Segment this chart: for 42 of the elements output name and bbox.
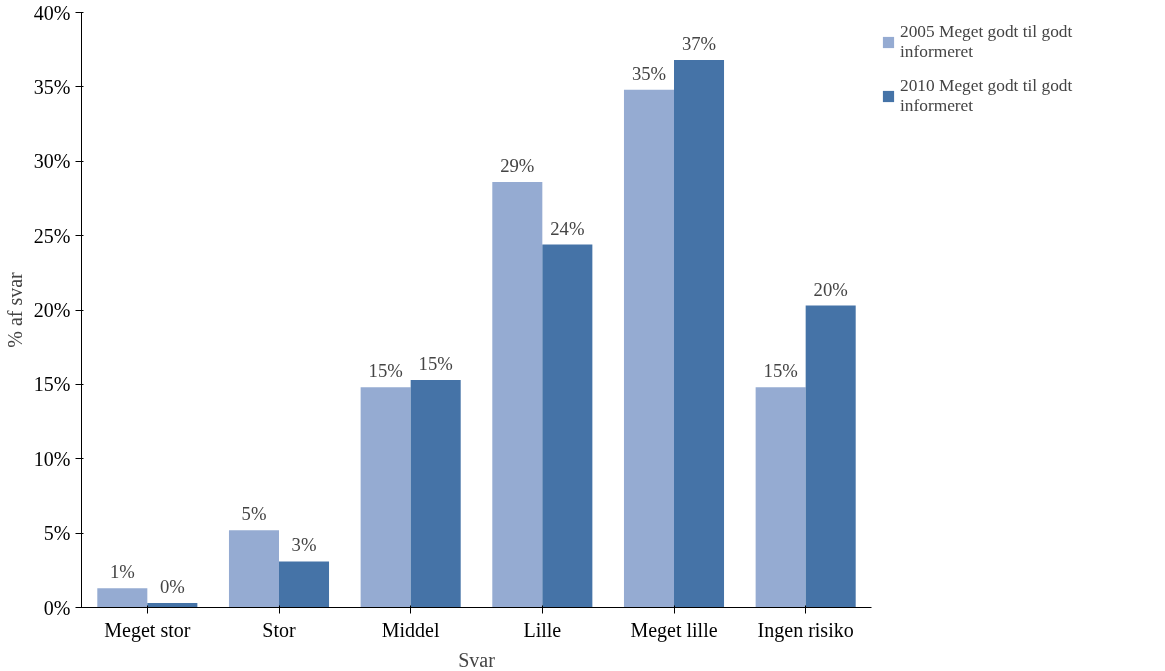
- data-label: 15%: [763, 360, 798, 382]
- legend-label: 2010 Meget godt til godt informeret: [900, 76, 1073, 116]
- data-label: 37%: [681, 33, 717, 55]
- y-tick-label: 40%: [33, 1, 71, 24]
- bar: [360, 387, 411, 608]
- bar: [755, 387, 806, 608]
- data-label: 15%: [368, 360, 403, 382]
- bar: [542, 244, 593, 608]
- y-tick-label: 0%: [43, 596, 71, 619]
- y-tick-label: 25%: [33, 224, 71, 247]
- bar: [410, 379, 461, 608]
- x-axis-title: Svar: [458, 648, 496, 671]
- bar: [805, 305, 856, 608]
- x-tick-label: Meget stor: [104, 618, 191, 642]
- data-label: 35%: [631, 62, 667, 84]
- bar: [623, 89, 674, 608]
- x-tick-label: Meget lille: [630, 618, 718, 642]
- x-tick-label: Ingen risiko: [757, 618, 854, 642]
- y-tick-label: 30%: [33, 150, 71, 173]
- data-label: 3%: [291, 534, 317, 556]
- data-label: 1%: [109, 561, 135, 583]
- data-label: 5%: [241, 503, 267, 525]
- x-tick-label: Stor: [262, 618, 297, 641]
- y-tick-label: 5%: [43, 522, 71, 545]
- bar: [674, 60, 725, 608]
- x-tick-label: Lille: [523, 618, 562, 641]
- bar: [492, 182, 543, 608]
- data-label: 29%: [500, 155, 535, 177]
- y-tick-label: 35%: [33, 75, 71, 98]
- bar: [279, 561, 330, 608]
- data-label: 15%: [418, 352, 453, 374]
- data-label: 24%: [550, 217, 585, 239]
- legend-label: 2005 Meget godt til godt informeret: [900, 22, 1073, 62]
- y-tick-label: 20%: [33, 299, 71, 321]
- bar: [97, 588, 148, 608]
- y-tick-label: 15%: [33, 373, 71, 396]
- data-label: 0%: [159, 576, 185, 598]
- data-label: 20%: [813, 278, 848, 300]
- bar: [228, 530, 279, 608]
- y-tick-label: 10%: [33, 447, 71, 470]
- x-tick-label: Middel: [381, 618, 440, 641]
- y-axis-title: % af svar: [3, 271, 26, 348]
